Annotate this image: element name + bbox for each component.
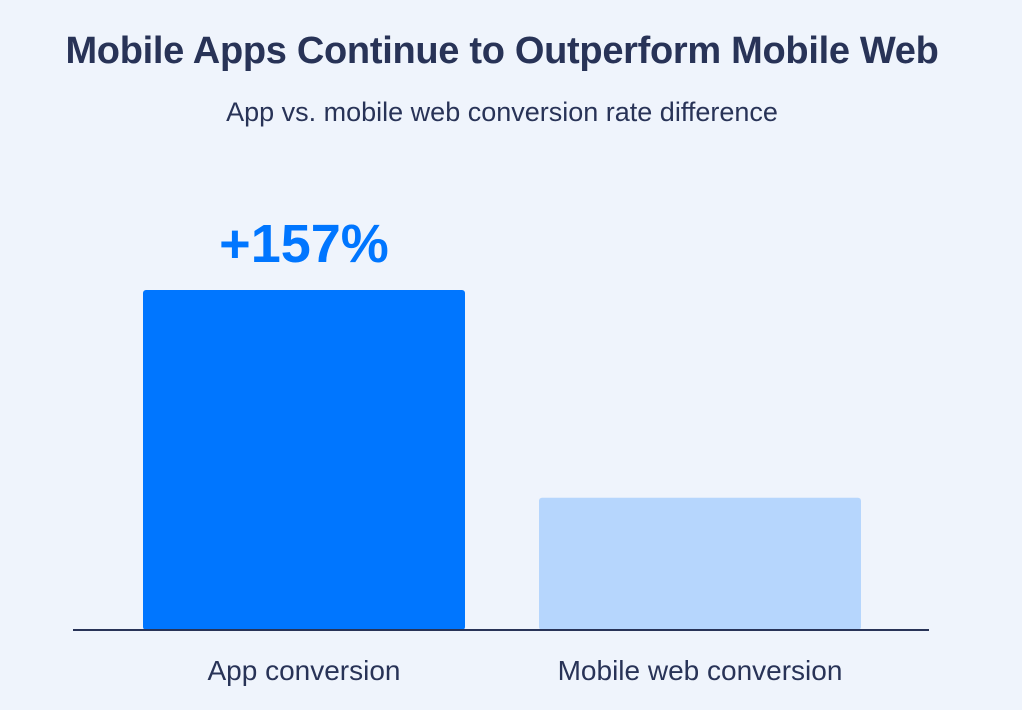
data-label: +157% [219,214,389,274]
bar-mobile-web-conversion [539,497,861,630]
x-tick-label: Mobile web conversion [558,655,843,686]
chart-title: Mobile Apps Continue to Outperform Mobil… [65,30,939,72]
labels-layer: App conversion +157% Mobile web conversion [207,214,842,686]
bar-app-conversion [143,290,465,630]
chart-subtitle: App vs. mobile web conversion rate diffe… [226,97,778,127]
x-tick-label: App conversion [207,655,400,686]
bars-layer [143,290,861,630]
